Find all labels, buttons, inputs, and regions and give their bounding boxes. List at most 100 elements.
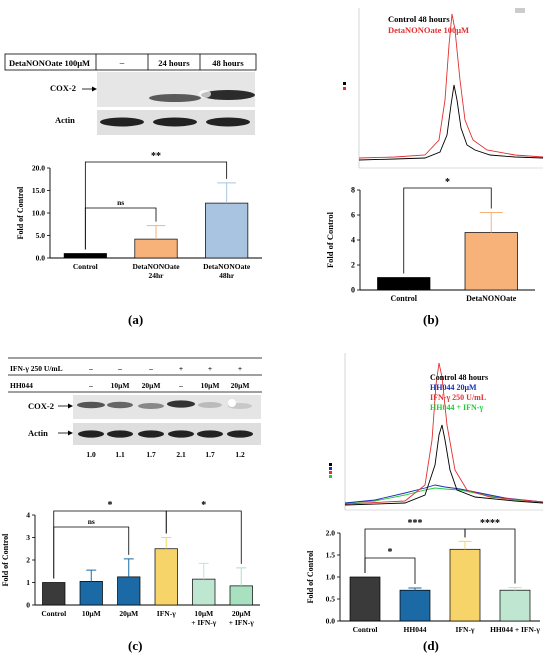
trace-plot: Control 48 hours HH044 20μM IFN-γ 250 U/… bbox=[329, 353, 544, 511]
density-value: 1.7 bbox=[146, 450, 156, 459]
x-tick-label: HH044 + IFN-γ bbox=[490, 625, 540, 634]
density-value: 2.1 bbox=[176, 450, 186, 459]
header-cell: – bbox=[117, 364, 122, 373]
significance-label: * bbox=[388, 547, 393, 558]
y-axis-label: Fold of Control bbox=[325, 211, 335, 268]
treatment-label: DetaNONOate 100μM bbox=[9, 58, 90, 68]
x-tick-label: IFN-γ bbox=[456, 625, 475, 634]
header-cell: – bbox=[148, 364, 153, 373]
panel-d: Control 48 hours HH044 20μM IFN-γ 250 U/… bbox=[275, 345, 550, 664]
cox2-blot: COX-2 bbox=[28, 395, 261, 419]
panel-c: IFN-γ 250 U/mL HH044 – – – + + + – 10μM 20μM – 10μ… bbox=[0, 345, 275, 664]
bar bbox=[229, 585, 253, 606]
y-tick-label: 5.0 bbox=[36, 231, 46, 240]
significance-label: ns bbox=[88, 517, 95, 526]
trace-green bbox=[344, 487, 544, 504]
y-tick-label: 2 bbox=[26, 556, 30, 565]
significance-label: ** bbox=[151, 151, 161, 162]
panel-b-figure: Control 48 hours DetaNONOate 100μM 0 2 4 6 8… bbox=[325, 8, 544, 303]
significance-bracket bbox=[53, 510, 167, 579]
header-cell: + bbox=[179, 364, 183, 373]
y-tick-label: 0.5 bbox=[326, 595, 336, 604]
significance-label: * bbox=[201, 500, 206, 511]
bar-chart: 0.0 0.5 1.0 1.5 2.0 Fold of Control Control HH0… bbox=[306, 518, 540, 634]
header-cell: 10μM bbox=[201, 381, 220, 390]
bar bbox=[134, 238, 178, 259]
x-tick-label: 24hr bbox=[149, 271, 165, 280]
bar bbox=[464, 232, 518, 291]
header-cell: – bbox=[88, 381, 93, 390]
x-tick-label: 20μM bbox=[119, 609, 138, 618]
trace-plot: Control 48 hours DetaNONOate 100μM bbox=[343, 8, 544, 169]
legend-entry: HH044 + IFN-γ bbox=[430, 403, 483, 412]
x-tick-label: 20μM bbox=[232, 609, 251, 618]
y-tick-label: 0.0 bbox=[326, 617, 336, 626]
bar bbox=[499, 589, 531, 622]
significance-label: **** bbox=[480, 518, 500, 529]
row-label: Actin bbox=[28, 428, 48, 438]
bar bbox=[79, 581, 103, 606]
bar bbox=[399, 589, 431, 622]
y-tick-label: 2 bbox=[351, 261, 355, 270]
trace-black bbox=[344, 424, 544, 506]
legend-entry: Control 48 hours bbox=[388, 14, 450, 24]
cox2-blot: COX-2 bbox=[50, 72, 255, 107]
row-label: IFN-γ 250 U/mL bbox=[10, 364, 63, 373]
bar-chart: 0 2 4 6 8 Fold of Control Control DetaNONOate * bbox=[325, 177, 535, 303]
bar bbox=[63, 253, 107, 259]
x-tick-label: + IFN-γ bbox=[191, 618, 217, 627]
actin-blot: Actin bbox=[28, 423, 261, 445]
y-tick-label: 0 bbox=[26, 601, 30, 610]
bar-chart: 0 1 2 3 4 Fold of Control Control 10μM 20μM IFN-γ… bbox=[1, 500, 260, 627]
x-tick-label: Control bbox=[41, 609, 66, 618]
bar-chart: 0.0 5.0 10.0 15.0 20.0 Fold of Control Control… bbox=[16, 151, 262, 280]
y-tick-label: 2.0 bbox=[326, 529, 336, 538]
row-label: Actin bbox=[55, 115, 75, 125]
blot-header: DetaNONOate 100μM – 24 hours 48 hours bbox=[4, 53, 257, 71]
row-label: HH044 bbox=[10, 381, 33, 390]
significance-label: *** bbox=[408, 518, 423, 529]
blot-header: IFN-γ 250 U/mL HH044 – – – + + + – 10μM 20μM – 10μ… bbox=[8, 357, 262, 393]
y-tick-label: 4 bbox=[26, 511, 30, 520]
bar bbox=[117, 576, 141, 606]
panel-b: Control 48 hours DetaNONOate 100μM 0 2 4 6 8… bbox=[275, 0, 550, 340]
panel-label: (c) bbox=[128, 638, 143, 653]
panel-a: DetaNONOate 100μM – 24 hours 48 hours CO… bbox=[0, 0, 275, 340]
x-tick-label: Control bbox=[353, 625, 378, 634]
trace-red bbox=[344, 362, 544, 505]
x-tick-label: DetaNONOate bbox=[466, 294, 517, 303]
x-tick-label: 48hr bbox=[219, 271, 235, 280]
y-tick-label: 8 bbox=[351, 186, 355, 195]
col-label: 24 hours bbox=[158, 58, 190, 68]
trace-blue bbox=[344, 484, 544, 504]
bar bbox=[449, 548, 481, 622]
panel-a-figure: DetaNONOate 100μM – 24 hours 48 hours CO… bbox=[4, 53, 262, 280]
col-label: 48 hours bbox=[212, 58, 244, 68]
actin-blot: Actin bbox=[55, 110, 255, 135]
bar bbox=[377, 277, 431, 291]
x-tick-label: 10μM bbox=[194, 609, 213, 618]
density-value: 1.2 bbox=[235, 450, 245, 459]
y-tick-label: 1.0 bbox=[326, 573, 336, 582]
significance-bracket bbox=[84, 161, 228, 250]
panel-label: (a) bbox=[128, 312, 144, 327]
densitometry-values: 1.0 1.1 1.7 2.1 1.7 1.2 bbox=[86, 450, 245, 459]
significance-label: ns bbox=[117, 198, 124, 207]
x-tick-label: DetaNONOate bbox=[132, 262, 180, 271]
x-tick-label: DetaNONOate bbox=[203, 262, 251, 271]
x-tick-label: IFN-γ bbox=[157, 609, 176, 618]
header-cell: – bbox=[178, 381, 183, 390]
y-tick-label: 4 bbox=[351, 236, 355, 245]
significance-label: * bbox=[108, 500, 113, 511]
y-tick-label: 15.0 bbox=[32, 186, 45, 195]
significance-bracket bbox=[165, 510, 242, 564]
density-value: 1.7 bbox=[205, 450, 215, 459]
x-tick-label: HH044 bbox=[404, 625, 427, 634]
significance-bracket bbox=[403, 187, 492, 274]
legend-entry: DetaNONOate 100μM bbox=[388, 25, 469, 35]
y-tick-label: 20.0 bbox=[32, 164, 45, 173]
panel-c-figure: IFN-γ 250 U/mL HH044 – – – + + + – 10μM 20μM – 10μ… bbox=[1, 357, 262, 627]
x-tick-label: Control bbox=[73, 262, 98, 271]
header-cell: – bbox=[88, 364, 93, 373]
legend-entry: Control 48 hours bbox=[430, 373, 488, 382]
